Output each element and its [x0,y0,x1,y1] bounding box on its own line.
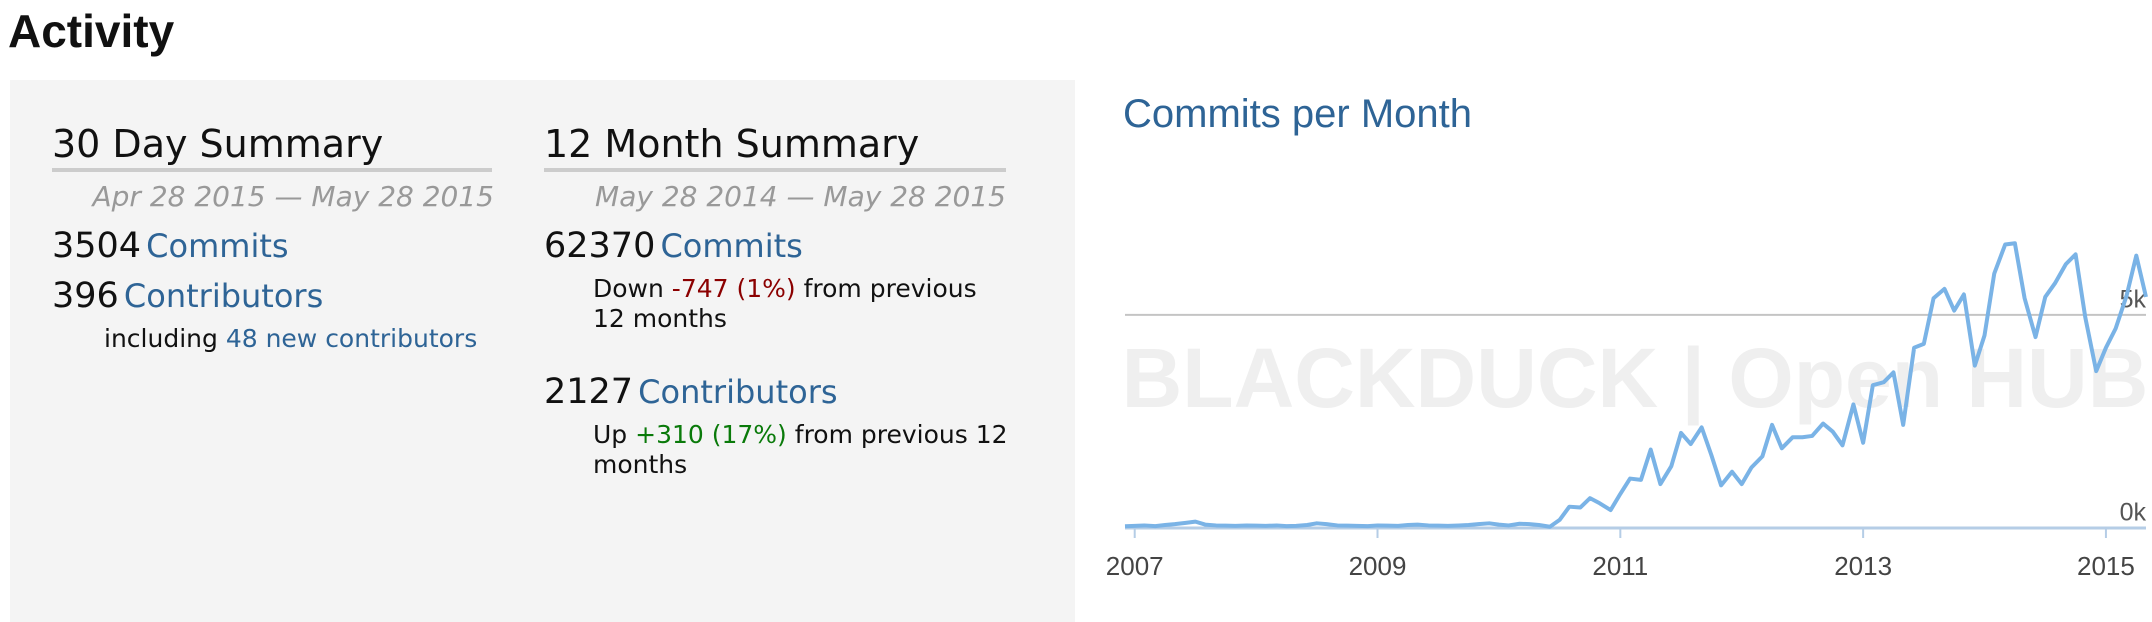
x-tick-label: 2007 [1106,551,1164,581]
change-note: Down -747 (1%) from previous 12 months [593,274,1013,334]
summary-title: 12 Month Summary [544,122,1006,172]
commits-link[interactable]: Commits [146,227,289,265]
prefix: Down [593,274,664,303]
suffix: from previous 12 months [593,420,1008,479]
chart: Commits per Month BLACKDUCK | Open HUB 0… [1106,92,2149,581]
y-tick-label: 0k [2120,499,2147,527]
x-tick-label: 2011 [1592,551,1648,581]
change-value: +310 (17%) [635,420,787,449]
summary-panel: 30 Day Summary Apr 28 2015 — May 28 2015… [10,80,1075,622]
commits-row: 3504 Commits [52,226,289,266]
watermark: BLACKDUCK | Open HUB [1122,331,2149,426]
new-contributors-link[interactable]: 48 new contributors [225,324,478,353]
contributors-row: 2127 Contributors [544,372,838,412]
x-tick-label: 2009 [1349,551,1407,581]
contributors-link[interactable]: Contributors [638,373,838,411]
x-tick-label: 2015 [2077,551,2135,581]
contributor-count: 396 [52,276,119,316]
suffix: from previous 12 months [593,274,977,333]
data-line [1124,241,2148,529]
summary-title: 30 Day Summary [52,122,492,172]
date-range: Apr 28 2015 — May 28 2015 [92,180,494,213]
chart-title: Commits per Month [1123,92,1472,136]
prefix: including [104,324,218,353]
commits-link[interactable]: Commits [660,227,803,265]
section-title: Activity [8,5,175,57]
contributor-count: 2127 [544,372,634,412]
commit-count: 62370 [544,226,656,266]
commits-row: 62370 Commits [544,226,803,266]
new-contributors-row: including 48 new contributors [104,324,477,353]
prefix: Up [593,420,628,449]
date-range: May 28 2014 — May 28 2015 [595,180,1006,213]
change-note: Up +310 (17%) from previous 12 months [593,420,1013,480]
change-value: -747 (1%) [671,274,796,303]
commit-count: 3504 [52,226,142,266]
contributors-link[interactable]: Contributors [123,277,324,315]
x-tick-label: 2013 [1834,551,1892,581]
contributors-row: 396 Contributors [52,276,323,316]
